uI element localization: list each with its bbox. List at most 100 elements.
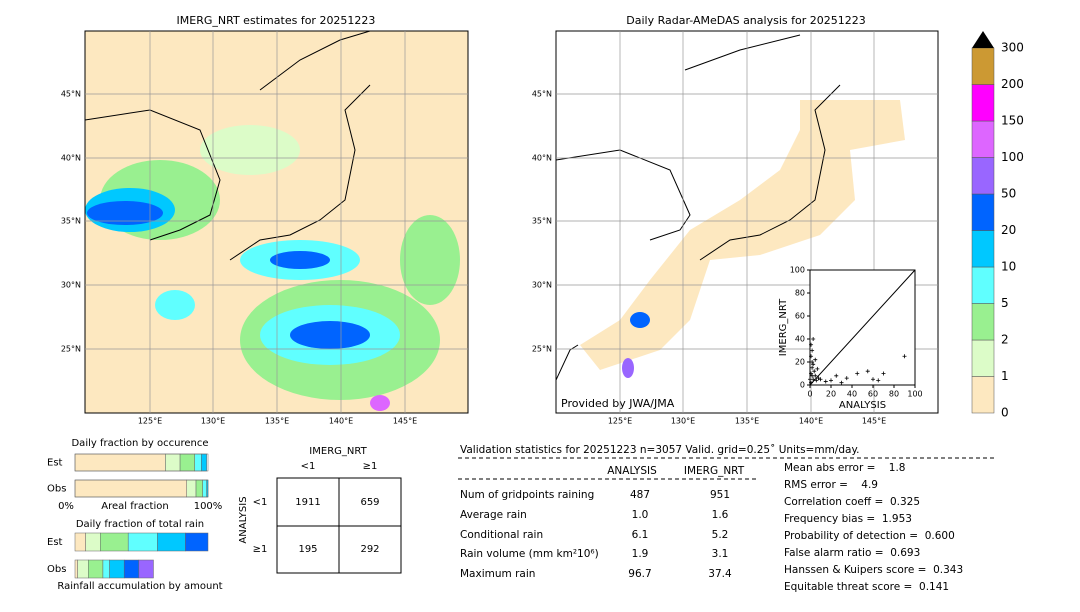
fraction-segment <box>88 559 104 579</box>
colorbar-segment <box>971 120 995 158</box>
point <box>810 360 815 364</box>
y-tick-label: 60 <box>795 312 805 321</box>
stat-value: 1.0 <box>632 509 649 521</box>
point <box>844 376 849 381</box>
cell: 659 <box>360 497 379 508</box>
stat-label: Rain volume (mm km²10⁶) <box>460 548 599 560</box>
fraction-segment <box>179 453 195 472</box>
fraction-segment <box>123 559 140 579</box>
x-tick-label: 100 <box>907 390 922 399</box>
lat-label: 35°N <box>532 217 552 226</box>
cell: 195 <box>298 544 317 555</box>
lon-label: 130°E <box>671 417 695 426</box>
stat-label: Maximum rain <box>460 568 535 580</box>
stat-value: 37.4 <box>708 568 732 580</box>
colorbar-label: 10 <box>1001 260 1016 274</box>
fraction-segment <box>186 479 197 498</box>
occurrence-title: Daily fraction by occurence <box>71 438 208 449</box>
lon-label: 130°E <box>201 417 225 426</box>
fraction-segment <box>102 559 110 579</box>
x-tick-label: 0 <box>807 390 812 399</box>
bar-frame <box>74 479 209 498</box>
point <box>871 377 875 382</box>
colorbar-label: 2 <box>1001 333 1009 347</box>
colorbar-segment <box>971 376 995 414</box>
lon-label: 140°E <box>799 417 823 426</box>
point <box>815 366 820 371</box>
colorbar-segment <box>971 84 995 122</box>
credit: Provided by JWA/JMA <box>561 397 675 410</box>
validation-header: Validation statistics for 20251223 n=305… <box>460 444 860 456</box>
colorbar-extend <box>972 31 994 48</box>
lon-label: 135°E <box>265 417 289 426</box>
row-head: ≥1 <box>253 544 268 555</box>
fraction-segment <box>127 532 158 552</box>
row-label: Est <box>47 537 63 548</box>
lon-label: 135°E <box>735 417 759 426</box>
stat-value: 5.2 <box>712 529 729 541</box>
fraction-segment <box>109 559 125 579</box>
colorbar-label: 20 <box>1001 223 1016 237</box>
lon-label: 140°E <box>329 417 353 426</box>
column-head: IMERG_NRT <box>684 465 745 477</box>
fraction-segment <box>165 453 181 472</box>
colorbar-label: 0 <box>1001 406 1009 420</box>
fraction-segment <box>74 453 166 472</box>
lat-label: 35°N <box>61 217 81 226</box>
lon-label: 145°E <box>393 417 417 426</box>
colorbar-label: 50 <box>1001 187 1016 201</box>
fraction-segment <box>202 479 207 498</box>
x-axis-label: ANALYSIS <box>839 400 886 411</box>
point <box>829 378 833 383</box>
fraction-segment <box>74 559 78 579</box>
colorbar-segment <box>971 47 995 85</box>
point <box>808 377 812 382</box>
fraction-segment <box>201 453 207 472</box>
score: Probability of detection = 0.600 <box>784 530 955 542</box>
contingency-table: IMERG_NRT <1 ≥1 ANALYSIS <1 ≥1 1911 659 … <box>238 446 402 574</box>
colorbar-label: 1 <box>1001 369 1009 383</box>
lat-label: 30°N <box>532 281 552 290</box>
left-map-frame <box>84 30 469 414</box>
lon-label: 125°E <box>608 417 632 426</box>
left-map-title: IMERG_NRT estimates for 20251223 <box>177 14 376 27</box>
lat-label: 45°N <box>532 90 552 99</box>
point <box>818 377 823 382</box>
colorbar-segment <box>971 339 995 377</box>
axis-right: 100% <box>194 501 223 512</box>
row-label: Obs <box>47 564 66 575</box>
stat-value: 1.9 <box>632 548 649 560</box>
lon-label: 145°E <box>862 417 886 426</box>
y-tick-label: 100 <box>790 266 805 275</box>
column-head: ANALYSIS <box>607 465 657 477</box>
colorbar-label: 200 <box>1001 77 1024 91</box>
colorbar-segment <box>971 303 995 341</box>
y-tick-label: 20 <box>795 358 805 367</box>
stat-value: 96.7 <box>628 568 651 580</box>
point <box>902 354 907 359</box>
row-label: Obs <box>47 484 66 495</box>
y-tick-label: 40 <box>795 335 805 344</box>
stat-value: 951 <box>710 489 730 501</box>
colorbar-segment <box>971 157 995 195</box>
point <box>855 371 860 376</box>
x-tick-label: 80 <box>889 390 899 399</box>
cell: 1911 <box>295 497 320 508</box>
stat-value: 1.6 <box>712 509 729 521</box>
point <box>809 342 814 347</box>
score: Equitable threat score = 0.141 <box>784 581 949 593</box>
right-map-title: Daily Radar-AMeDAS analysis for 20251223 <box>626 14 865 27</box>
stat-value: 6.1 <box>632 529 649 541</box>
lat-label: 30°N <box>61 281 81 290</box>
score: RMS error = 4.9 <box>784 479 878 491</box>
col-head: <1 <box>301 461 316 472</box>
fraction-segment <box>85 532 101 552</box>
colorbar-segment <box>971 230 995 268</box>
point <box>810 373 815 378</box>
colorbar-label: 5 <box>1001 296 1009 310</box>
stat-label: Num of gridpoints raining <box>460 489 594 501</box>
lat-label: 25°N <box>532 345 552 354</box>
fraction-segment <box>74 532 86 552</box>
colorbar-segment <box>971 193 995 231</box>
